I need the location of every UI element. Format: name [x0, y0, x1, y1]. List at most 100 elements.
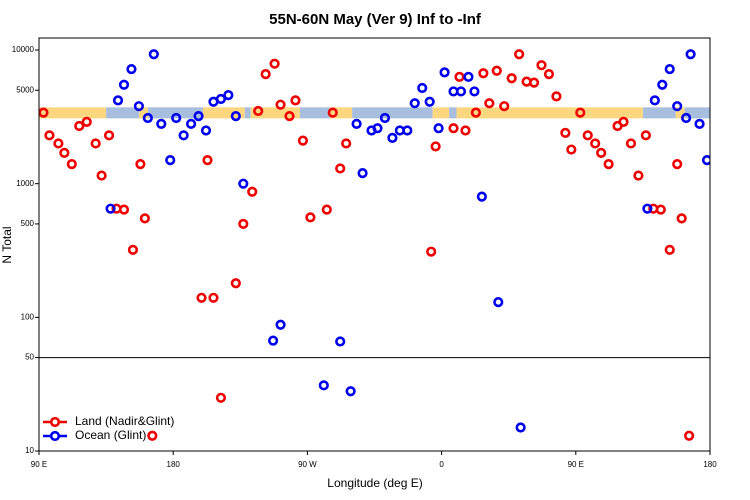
x-tick-label: 90 E [31, 460, 47, 469]
data-point [625, 138, 637, 149]
data-point [66, 159, 77, 170]
data-point [321, 204, 332, 215]
data-point [238, 218, 249, 230]
data-point [193, 111, 204, 122]
data-point [147, 430, 158, 441]
data-point [499, 101, 510, 112]
data-point [327, 107, 338, 118]
data-point [515, 422, 526, 433]
data-point [126, 63, 137, 75]
data-point [118, 204, 130, 215]
data-point [424, 96, 435, 107]
data-point [655, 204, 666, 215]
data-point [470, 107, 481, 118]
data-point [335, 163, 346, 174]
data-point [681, 112, 692, 124]
data-point [90, 138, 101, 149]
data-point [642, 203, 653, 214]
data-point [127, 244, 139, 255]
data-point [96, 170, 107, 181]
data-point [543, 69, 555, 80]
data-point [701, 155, 710, 166]
data-point [417, 82, 428, 94]
data-point [664, 63, 675, 75]
y-tick-label: 1000 [16, 179, 34, 188]
data-point [528, 77, 540, 88]
data-point [133, 101, 145, 112]
data-point [223, 89, 234, 101]
data-point [260, 69, 271, 80]
data-point [463, 71, 474, 82]
data-point [582, 130, 593, 141]
data-point [305, 212, 316, 223]
y-tick-label: 10 [25, 446, 34, 455]
band-segment [138, 107, 148, 119]
data-point [657, 79, 668, 90]
data-point [560, 127, 571, 138]
band-segment [432, 107, 450, 119]
data-point [596, 147, 607, 158]
data-point [318, 380, 329, 391]
x-tick-label: 0 [439, 460, 444, 469]
legend-marker [49, 430, 61, 442]
data-point [566, 144, 577, 155]
data-point [53, 138, 64, 149]
x-tick-label: 180 [703, 460, 717, 469]
data-point [165, 155, 176, 166]
x-tick-label: 90 W [298, 460, 317, 469]
data-point [454, 71, 465, 82]
data-point [640, 130, 651, 141]
data-point [439, 67, 450, 78]
band-segment [299, 107, 330, 119]
data-point [135, 159, 146, 170]
data-point [284, 111, 295, 122]
data-point [139, 213, 150, 224]
data-point [247, 186, 258, 197]
data-point [345, 386, 356, 397]
chart-title: 55N-60N May (Ver 9) Inf to -Inf [269, 11, 482, 28]
data-point [230, 111, 241, 122]
data-point [379, 112, 391, 124]
data-point [618, 116, 629, 127]
data-point [171, 112, 182, 124]
data-point [387, 132, 398, 144]
data-point [357, 167, 368, 179]
marks-layer [39, 49, 710, 441]
data-point [208, 292, 219, 303]
data-point [290, 95, 301, 106]
band-layer [39, 107, 710, 119]
data-point [685, 49, 696, 60]
band-segment [456, 107, 643, 119]
data-point [603, 159, 614, 170]
data-point [455, 86, 467, 97]
data-point [514, 49, 525, 60]
data-point [341, 138, 352, 149]
x-tick-label: 180 [167, 460, 181, 469]
data-point [178, 130, 189, 141]
plot-frame [38, 37, 711, 452]
data-point [402, 125, 413, 136]
data-point [335, 336, 346, 347]
data-point [105, 203, 116, 214]
data-point [551, 91, 562, 102]
data-point [491, 65, 502, 76]
data-point [74, 120, 85, 132]
data-point [59, 147, 70, 158]
band-segment [39, 107, 107, 119]
data-point [230, 278, 241, 289]
data-point [493, 297, 504, 308]
band-segment [106, 107, 139, 119]
y-tick-label: 10000 [12, 45, 35, 54]
band-segment [250, 107, 300, 119]
band-segment [675, 107, 685, 119]
data-point [238, 178, 249, 189]
data-point [200, 125, 212, 136]
y-tick-label: 50 [25, 353, 34, 362]
data-point [215, 392, 227, 403]
data-point [590, 138, 601, 149]
data-point [409, 98, 420, 109]
data-point [118, 79, 130, 90]
y-tick-label: 500 [21, 219, 35, 228]
y-tick-label: 5000 [16, 85, 34, 94]
